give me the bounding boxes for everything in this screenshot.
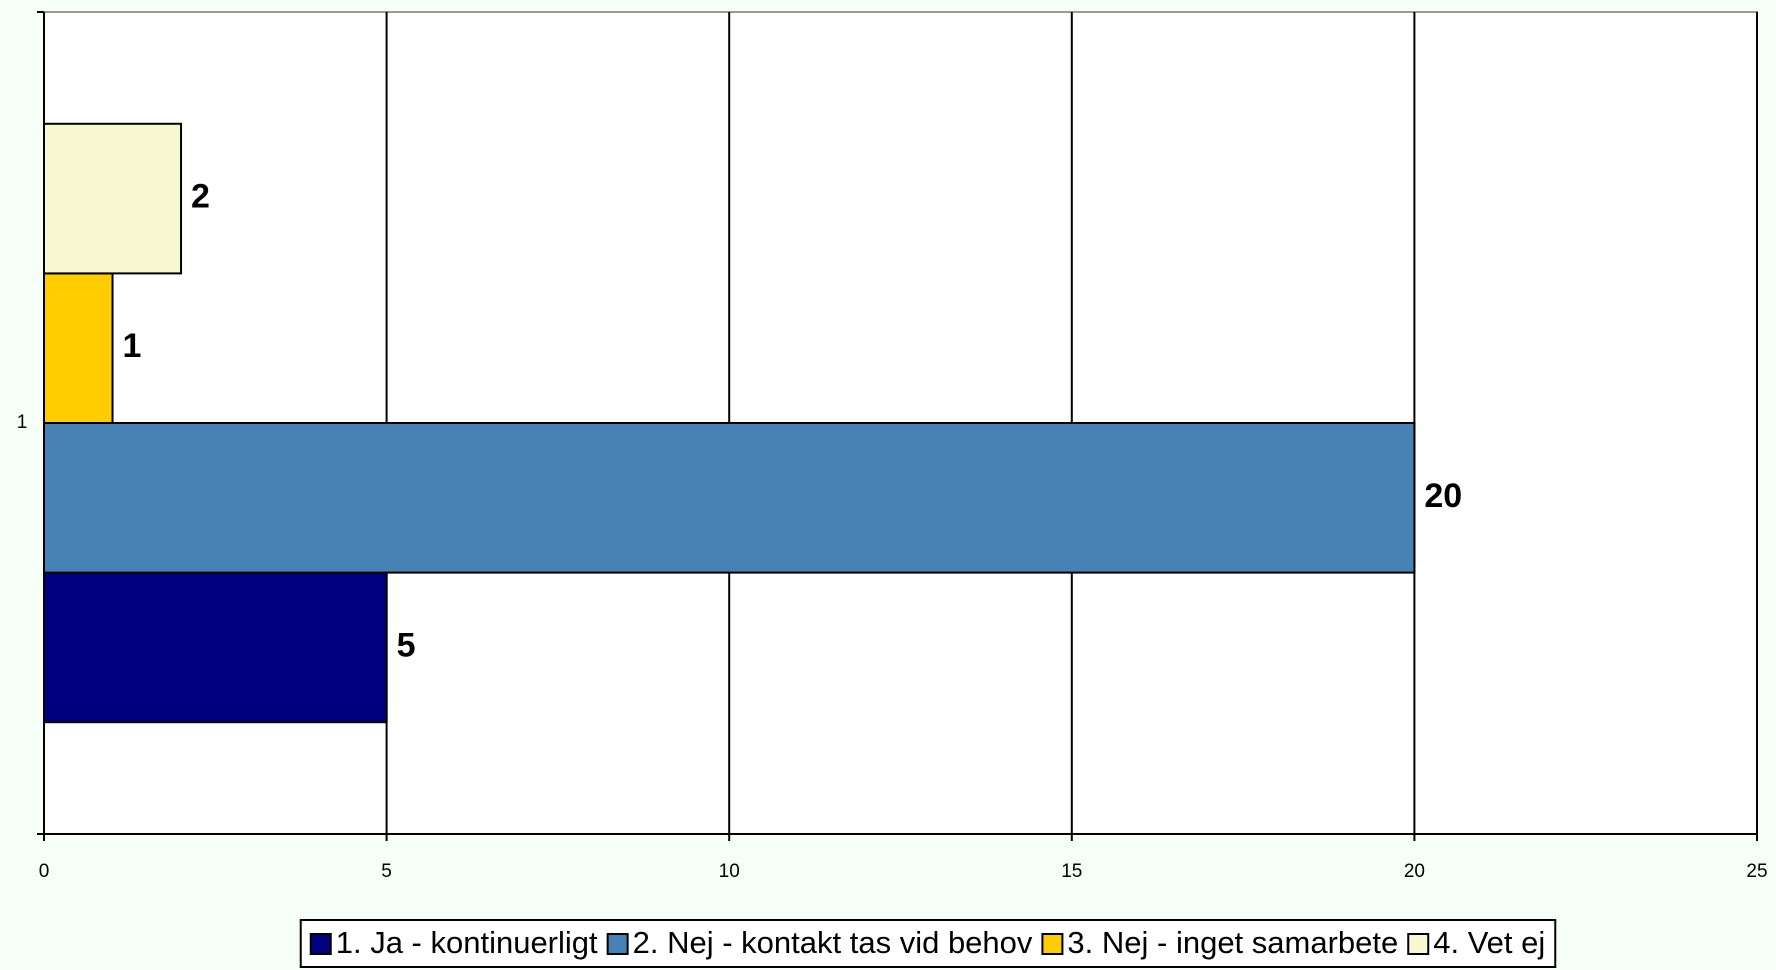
legend: 1. Ja - kontinuerligt 2. Nej - kontakt ta… [299, 919, 1557, 968]
data-label: 1 [123, 327, 142, 365]
data-label: 5 [397, 626, 416, 664]
data-label: 20 [1424, 477, 1462, 515]
x-tick-label: 10 [719, 861, 740, 882]
bar [43, 571, 388, 724]
legend-swatch [309, 933, 332, 955]
legend-swatch [1041, 933, 1064, 955]
legend-swatch [606, 933, 629, 955]
legend-label: 3. Nej - inget samarbete [1067, 925, 1398, 960]
legend-box [299, 919, 1557, 968]
x-tick-label: 25 [1746, 861, 1767, 882]
legend-label: 4. Vet ej [1433, 925, 1545, 960]
legend-label: 1. Ja - kontinuerligt [336, 925, 598, 960]
x-tick-label: 20 [1404, 861, 1425, 882]
legend-swatch [1407, 933, 1430, 955]
bar [43, 272, 114, 424]
x-tick-label: 15 [1061, 861, 1082, 882]
x-tick-label: 5 [381, 861, 392, 882]
legend-label: 2. Nej - kontakt tas vid behov [633, 925, 1033, 960]
y-tick-label: 1 [17, 412, 28, 433]
bar [43, 422, 1416, 574]
x-tick-label: 0 [39, 861, 50, 882]
data-label: 2 [191, 178, 210, 216]
bar [43, 122, 183, 275]
